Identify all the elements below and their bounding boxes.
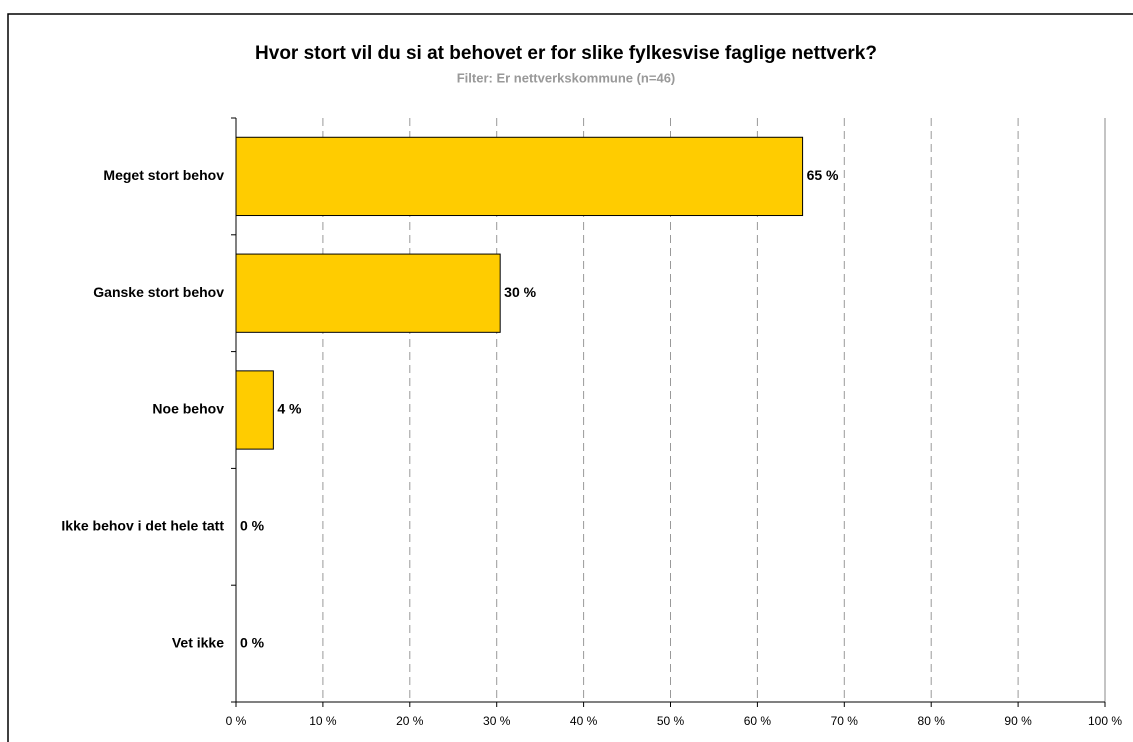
data-label: 0 %: [240, 518, 265, 534]
x-tick-label: 80 %: [918, 714, 946, 728]
chart-border: [7, 13, 1133, 742]
x-tick-label: 30 %: [483, 714, 511, 728]
y-tick-label: Noe behov: [152, 401, 224, 417]
x-tick-label: 50 %: [657, 714, 685, 728]
bar: [235, 370, 274, 450]
x-tick-label: 40 %: [570, 714, 598, 728]
data-label: 65 %: [807, 167, 839, 183]
data-label: 30 %: [504, 284, 536, 300]
chart-subtitle: Filter: Er nettverkskommune (n=46): [457, 70, 676, 85]
x-tick-label: 0 %: [226, 714, 247, 728]
x-tick-label: 100 %: [1088, 714, 1122, 728]
y-tick-label: Ganske stort behov: [93, 284, 224, 300]
x-tick-label: 90 %: [1004, 714, 1032, 728]
y-tick-label: Meget stort behov: [103, 167, 224, 183]
y-tick-label: Vet ikke: [172, 634, 224, 650]
x-tick-label: 70 %: [831, 714, 859, 728]
chart-title: Hvor stort vil du si at behovet er for s…: [255, 43, 877, 64]
x-tick-label: 10 %: [309, 714, 337, 728]
x-tick-label: 20 %: [396, 714, 424, 728]
data-label: 4 %: [277, 401, 302, 417]
data-label: 0 %: [240, 634, 265, 650]
y-tick-label: Ikke behov i det hele tatt: [61, 518, 224, 534]
x-tick-label: 60 %: [744, 714, 772, 728]
bar: [235, 253, 501, 333]
bar: [235, 136, 804, 217]
